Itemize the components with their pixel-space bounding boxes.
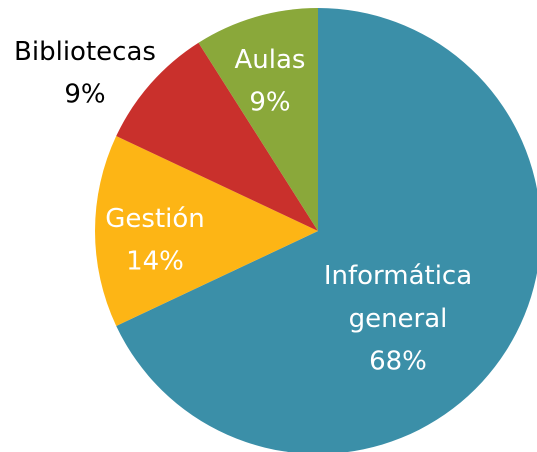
slice-value-label: 9%: [249, 88, 290, 118]
slice-value-label: 14%: [126, 247, 184, 277]
pie-slice: [94, 136, 318, 326]
slice-label: Bibliotecas: [14, 37, 156, 67]
pie-slice: [198, 8, 318, 231]
slice-value-label: 68%: [369, 347, 427, 377]
pie-slice: [116, 42, 318, 231]
slice-value-label: 9%: [64, 80, 105, 110]
slice-label: Aulas: [235, 45, 306, 75]
slice-label: Informática general: [324, 261, 472, 334]
slice-label: Gestión: [105, 204, 205, 234]
pie-slice: [116, 8, 537, 452]
